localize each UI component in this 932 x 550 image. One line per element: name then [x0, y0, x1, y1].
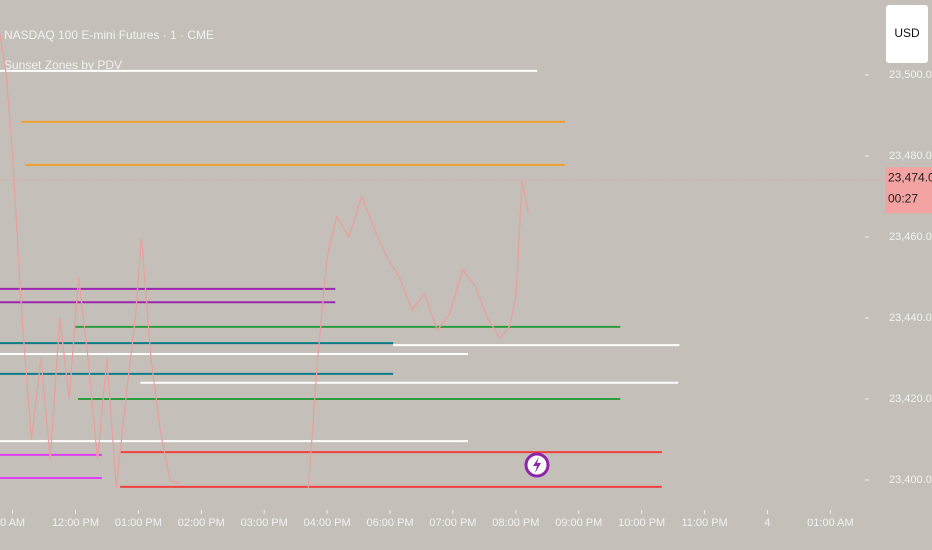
y-tick-label: 23,480.00: [889, 150, 932, 162]
x-tick-label: 10:00 PM: [618, 517, 665, 529]
price-line: [0, 34, 530, 489]
y-tick-label: 23,400.00: [889, 474, 932, 486]
y-tick-label: 23,500.00: [889, 69, 932, 81]
x-tick-label: 02:00 PM: [178, 517, 225, 529]
currency[interactable]: USD: [894, 26, 920, 40]
y-tick-label: 23,460.00: [889, 231, 932, 243]
alert-bolt[interactable]: [533, 457, 541, 473]
x-tick-label: 04:00 PM: [304, 517, 351, 529]
countdown: 00:27: [888, 191, 918, 205]
chart-title: NASDAQ 100 E-mini Futures · 1 · CME: [4, 28, 214, 42]
y-tick-label: 23,440.00: [889, 312, 932, 324]
x-tick-label: 12:00 PM: [52, 517, 99, 529]
x-tick-label: 06:00 PM: [366, 517, 413, 529]
x-tick-label: 07:00 PM: [429, 517, 476, 529]
x-tick-label: 01:00 PM: [115, 517, 162, 529]
last-price-label: 23,474.00: [888, 170, 932, 184]
x-tick-label: 11:00 PM: [681, 517, 727, 529]
x-tick-label: 03:00 PM: [241, 517, 288, 529]
y-tick-label: 23,420.00: [889, 393, 932, 405]
currency-button[interactable]: [886, 5, 928, 63]
x-tick-label: 01:00 AM: [807, 517, 853, 529]
x-tick-label: 0 AM: [0, 517, 25, 529]
indicator-name: Sunset Zones by PDV: [4, 58, 122, 72]
x-tick-label: 09:00 PM: [555, 517, 602, 529]
last-price-box: [885, 167, 932, 214]
x-tick-label: 08:00 PM: [492, 517, 539, 529]
alert-icon[interactable]: [524, 452, 550, 478]
x-tick-label: 4: [764, 517, 770, 529]
